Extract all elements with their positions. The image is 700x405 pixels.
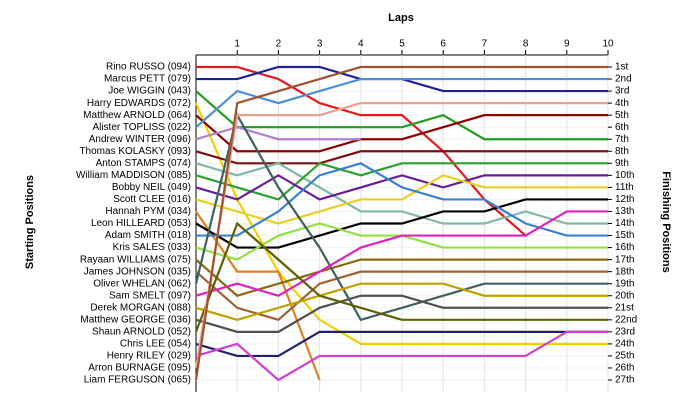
y2-tick-label: 18th: [615, 266, 634, 277]
x-tick-label: 8: [523, 39, 529, 50]
legend-label: Oliver WHELAN (062): [93, 278, 191, 289]
y2-tick-label: 20th: [615, 290, 634, 301]
line: [194, 65, 608, 381]
y2-tick-label: 12th: [615, 194, 634, 205]
line: [194, 102, 608, 369]
y2-tick-label: 6th: [615, 122, 629, 133]
x-tick-label: 10: [602, 39, 614, 50]
legend-label: Matthew ARNOLD (064): [83, 110, 191, 121]
line: [195, 258, 608, 297]
x-tick-label: 6: [440, 39, 446, 50]
y-axis-title: Starting Positions: [24, 175, 36, 269]
y2-tick-label: 14th: [615, 218, 634, 229]
legend-label: Liam FERGUSON (065): [84, 375, 191, 386]
y2-tick-label: 11th: [615, 182, 634, 193]
legend-label: Alister TOPLISS (022): [92, 122, 191, 133]
legend-label: Chris LEE (054): [120, 339, 191, 350]
x-tick-label: 9: [564, 39, 570, 50]
line: [195, 162, 608, 201]
legend-label: Andrew WINTER (096): [89, 134, 191, 145]
legend-label: Derek MORGAN (088): [90, 302, 191, 313]
legend-label: William MADDISON (085): [76, 170, 191, 181]
y2-axis-title: Finishing Positions: [660, 171, 672, 272]
legend-label: Harry EDWARDS (072): [87, 98, 191, 109]
y2-tick-label: 21st: [615, 302, 634, 313]
y2-tick-label: 8th: [615, 146, 629, 157]
line: [194, 112, 608, 322]
legend-label: Rino RUSSO (094): [106, 62, 191, 73]
legend-label: Rayaan WILLIAMS (075): [80, 254, 191, 265]
line: [195, 162, 608, 225]
line: [195, 270, 608, 322]
y2-tick-label: 4th: [615, 98, 629, 109]
y2-tick-label: 27th: [615, 375, 634, 386]
x-tick-label: 2: [276, 39, 282, 50]
x-tick-label: 4: [358, 39, 364, 50]
line: [194, 221, 608, 333]
legend-label: Scott CLEE (016): [113, 194, 191, 205]
y2-tick-label: 13th: [615, 206, 634, 217]
line: [195, 210, 608, 297]
y2-tick-label: 23rd: [615, 326, 635, 337]
y2-tick-label: 10th: [615, 170, 634, 181]
legend-label: Thomas KOLASKY (093): [79, 146, 191, 157]
x-tick-label: 1: [234, 39, 240, 50]
legend-label: Anton STAMPS (074): [96, 158, 191, 169]
y2-tick-label: 25th: [615, 351, 634, 362]
y2-tick-label: 19th: [615, 278, 634, 289]
legend-label: Arron BURNAGE (095): [88, 363, 191, 374]
y2-tick-label: 17th: [615, 254, 634, 265]
y2-tick-label: 15th: [615, 230, 634, 241]
x-tick-label: 5: [399, 39, 405, 50]
y2-tick-label: 1st: [615, 62, 629, 73]
legend-label: Leon HILLEARD (053): [91, 218, 191, 229]
legend-label: Marcus PETT (079): [104, 74, 191, 85]
y2-tick-label: 5th: [615, 110, 629, 121]
legend-label: Kris SALES (033): [113, 242, 191, 253]
line: [195, 114, 608, 153]
line: [195, 330, 608, 382]
y2-tick-label: 9th: [615, 158, 629, 169]
line: [195, 330, 608, 358]
line: [195, 90, 608, 141]
legend-label: Adam SMITH (018): [105, 230, 191, 241]
line: [195, 282, 608, 321]
legend-label: Joe WIGGIN (043): [108, 86, 191, 97]
y2-tick-label: 26th: [615, 363, 634, 374]
y2-tick-label: 3rd: [615, 86, 629, 97]
line: [195, 294, 608, 333]
y2-tick-label: 7th: [615, 134, 629, 145]
legend-label: Shaun ARNOLD (052): [92, 326, 191, 337]
line: [195, 126, 361, 141]
y2-tick-label: 2nd: [615, 74, 632, 85]
line: [195, 174, 608, 201]
line: [195, 77, 608, 129]
y2-tick-label: 22nd: [615, 314, 637, 325]
legend-label: Matthew GEORGE (036): [80, 314, 191, 325]
legend-label: Sam SMELT (097): [109, 290, 191, 301]
legend-label: James JOHNSON (035): [84, 266, 191, 277]
x-tick-label: 3: [317, 39, 323, 50]
legend-label: Hannah PYM (034): [105, 206, 191, 217]
y2-tick-label: 24th: [615, 339, 634, 350]
chart-title: Laps: [388, 12, 414, 24]
x-tick-label: 7: [482, 39, 488, 50]
legend-label: Bobby NEIL (049): [112, 182, 191, 193]
legend-label: Henry RILEY (029): [107, 351, 191, 362]
y2-tick-label: 16th: [615, 242, 634, 253]
